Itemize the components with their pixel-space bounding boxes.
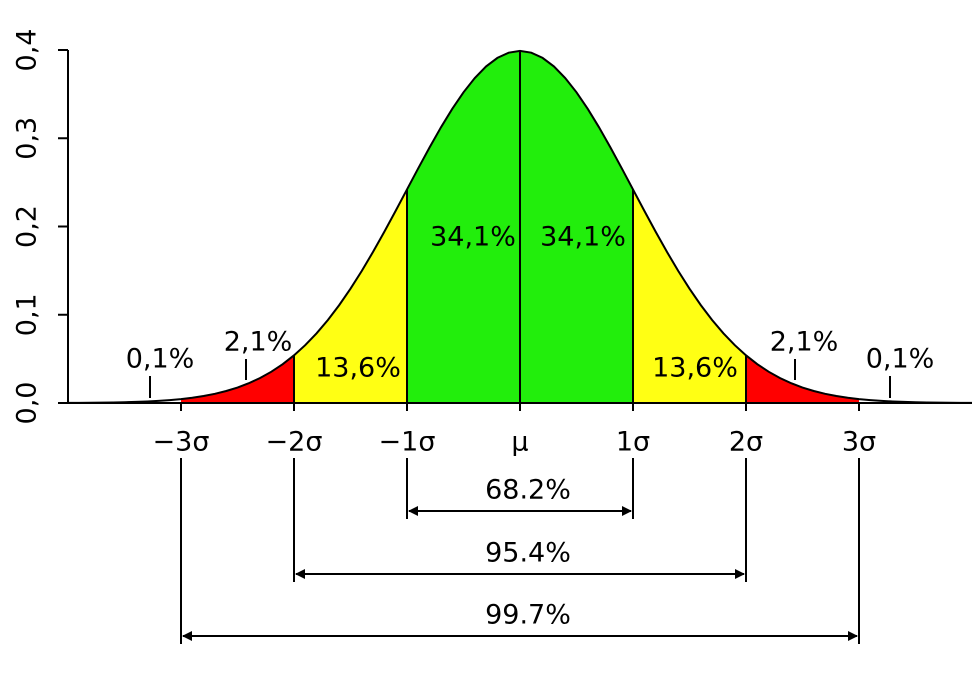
region	[746, 355, 859, 403]
region-label: 13,6%	[315, 353, 401, 384]
x-tick-label: 2σ	[729, 427, 763, 458]
y-tick-label: 0,3	[12, 117, 43, 160]
interval-label: 95.4%	[485, 538, 571, 569]
x-tick-label: −1σ	[379, 427, 436, 458]
region	[181, 355, 294, 403]
y-tick-label: 0,1	[12, 293, 43, 336]
region-label: 34,1%	[430, 222, 516, 253]
region-label: 0,1%	[866, 344, 935, 375]
density-curve	[67, 49, 973, 404]
region-label: 13,6%	[652, 353, 738, 384]
x-tick-label: −2σ	[266, 427, 323, 458]
y-tick-label: 0,2	[12, 205, 43, 248]
interval-label: 68.2%	[485, 475, 571, 506]
region-label: 2,1%	[770, 327, 839, 358]
x-tick-label: μ	[511, 427, 528, 458]
x-tick-label: −3σ	[153, 427, 210, 458]
interval-label: 99.7%	[485, 600, 571, 631]
region-label: 0,1%	[126, 344, 195, 375]
x-tick-label: 1σ	[616, 427, 650, 458]
y-tick-label: 0,0	[12, 382, 43, 425]
y-tick-label: 0,4	[12, 29, 43, 72]
x-tick-label: 3σ	[842, 427, 876, 458]
region-label: 2,1%	[224, 327, 293, 358]
region-label: 34,1%	[540, 222, 626, 253]
